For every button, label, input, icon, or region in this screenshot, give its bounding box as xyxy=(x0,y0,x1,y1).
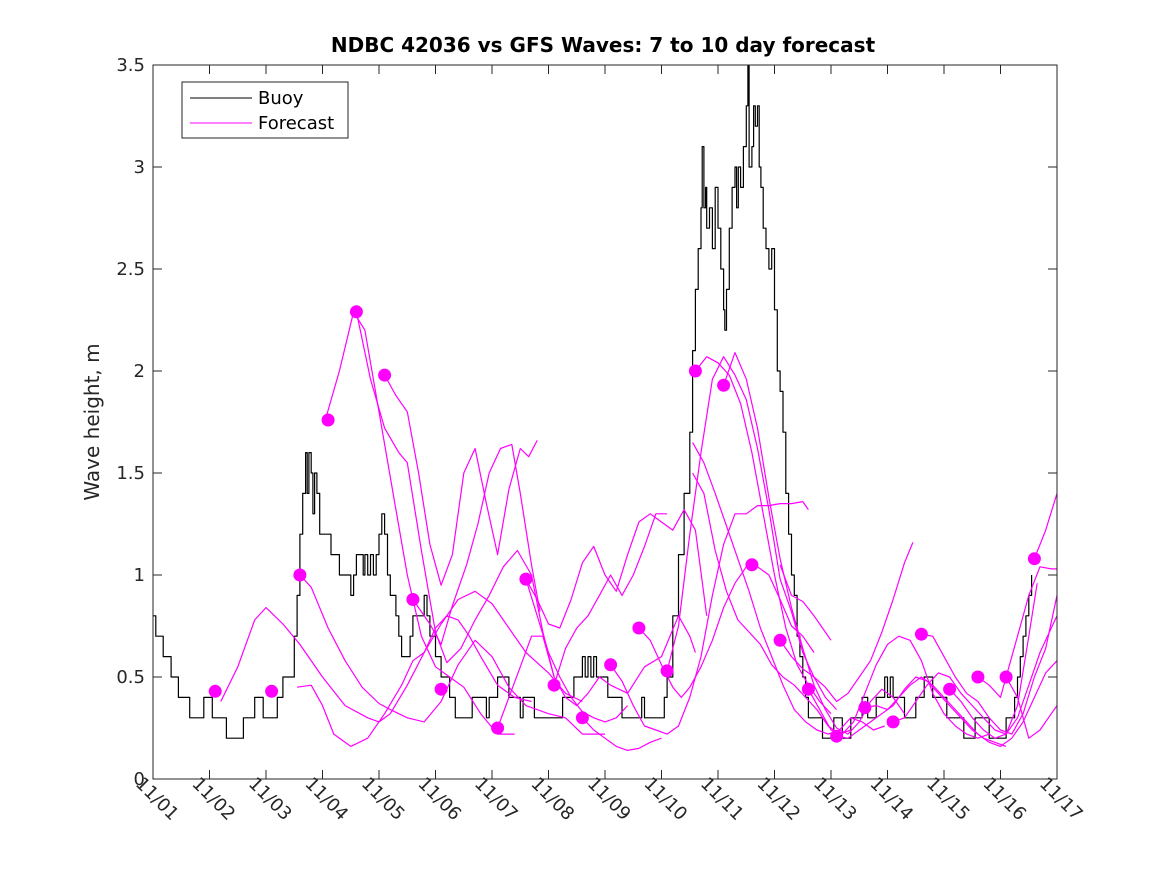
forecast-start-marker-21 xyxy=(858,701,872,715)
y-tick-label: 0.5 xyxy=(116,667,145,688)
forecast-series-line-28 xyxy=(977,566,1057,698)
y-tick-label: 0 xyxy=(134,769,145,790)
y-tick-label: 2 xyxy=(134,361,145,382)
y-tick-label: 2.5 xyxy=(116,259,145,280)
legend-label-forecast: Forecast xyxy=(258,113,334,134)
forecast-start-marker-7 xyxy=(434,682,448,696)
markers-layer xyxy=(208,305,1041,743)
forecast-series-line-19 xyxy=(692,472,852,735)
forecast-series-line-26 xyxy=(921,595,1057,735)
series-layer xyxy=(153,65,1057,751)
forecast-start-marker-20 xyxy=(830,729,844,743)
forecast-start-marker-9 xyxy=(519,572,533,586)
forecast-series-line-8 xyxy=(525,578,629,723)
y-tick-label: 3 xyxy=(134,157,145,178)
forecast-start-marker-12 xyxy=(604,658,618,672)
forecast-start-marker-6 xyxy=(406,593,420,606)
forecast-start-marker-22 xyxy=(886,715,900,729)
forecast-start-marker-3 xyxy=(321,413,335,427)
forecast-start-marker-19 xyxy=(801,682,815,696)
forecast-start-marker-5 xyxy=(378,368,392,382)
forecast-series-line-21 xyxy=(779,542,914,703)
forecast-start-marker-16 xyxy=(717,378,731,392)
plot-area xyxy=(153,65,1057,779)
forecast-series-line-9 xyxy=(497,615,696,729)
forecast-series-line-13 xyxy=(638,566,815,698)
y-tick-label: 3.5 xyxy=(116,55,145,76)
forecast-start-marker-13 xyxy=(632,621,646,635)
forecast-series-line-3 xyxy=(299,574,605,735)
forecast-start-marker-27 xyxy=(1027,552,1041,566)
y-tick-label: 1 xyxy=(134,565,145,586)
forecast-series-line-11 xyxy=(581,717,662,751)
forecast-start-marker-15 xyxy=(688,364,702,378)
forecast-series-line-5 xyxy=(355,311,555,678)
forecast-start-marker-14 xyxy=(660,664,674,678)
forecast-start-marker-17 xyxy=(745,558,759,572)
forecast-start-marker-2 xyxy=(293,568,307,582)
forecast-series-line-29 xyxy=(1033,493,1057,559)
y-tick-label: 1.5 xyxy=(116,463,145,484)
forecast-series-line-14 xyxy=(610,501,809,735)
y-axis-label: Wave height, m xyxy=(80,343,104,500)
forecast-start-marker-8 xyxy=(491,721,505,735)
forecast-series-line-25 xyxy=(892,615,1057,735)
chart-title: NDBC 42036 vs GFS Waves: 7 to 10 day for… xyxy=(331,33,876,57)
forecast-start-marker-24 xyxy=(943,682,957,696)
forecast-start-marker-11 xyxy=(575,711,589,725)
legend: Buoy Forecast xyxy=(181,81,349,139)
forecast-series-line-6 xyxy=(384,374,538,586)
forecast-series-line-10 xyxy=(553,513,668,686)
forecast-series-line-27 xyxy=(949,583,1038,739)
forecast-series-line-7 xyxy=(412,443,541,645)
forecast-start-marker-25 xyxy=(971,670,985,684)
forecast-series-line-18 xyxy=(692,442,885,735)
forecast-start-marker-4 xyxy=(349,305,363,319)
forecast-series-line-17 xyxy=(723,352,905,735)
forecast-series-line-24 xyxy=(864,660,1057,747)
buoy-series-line xyxy=(153,65,1033,739)
legend-label-buoy: Buoy xyxy=(258,88,304,109)
forecast-start-marker-10 xyxy=(547,678,561,692)
legend-box xyxy=(181,81,349,139)
forecast-start-marker-23 xyxy=(914,627,928,641)
forecast-start-marker-26 xyxy=(999,670,1013,684)
forecast-series-line-30 xyxy=(1005,676,1057,739)
forecast-start-marker-0 xyxy=(208,684,222,698)
forecast-start-marker-1 xyxy=(265,684,279,698)
forecast-series-line-2 xyxy=(297,615,532,747)
forecast-start-marker-18 xyxy=(773,633,787,647)
forecast-series-line-20 xyxy=(779,564,832,641)
forecast-series-line-12 xyxy=(525,509,708,629)
forecast-series-line-1 xyxy=(220,590,583,723)
